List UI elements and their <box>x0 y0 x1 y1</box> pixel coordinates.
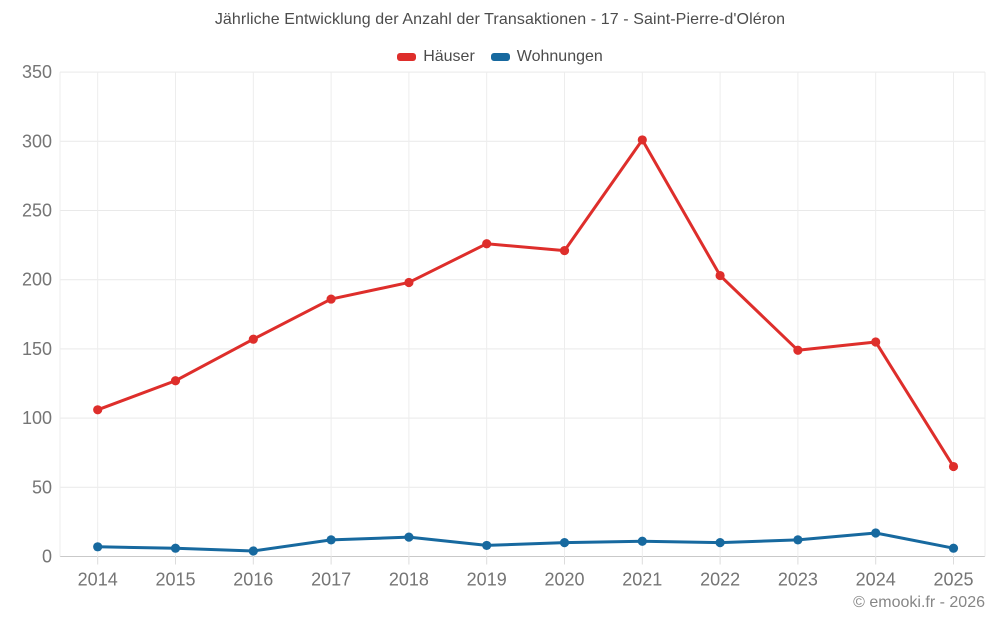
wohnungen-data-point <box>948 543 959 553</box>
wohnungen-data-point <box>715 538 725 548</box>
y-axis-tick-label: 350 <box>22 62 52 82</box>
y-axis-tick-label: 50 <box>32 477 52 497</box>
wohnungen-data-point <box>404 532 414 542</box>
legend-swatch-wohnungen <box>490 53 510 61</box>
hauser-data-point <box>793 345 803 355</box>
x-axis-tick-label: 2018 <box>389 570 429 590</box>
y-axis-tick-label: 0 <box>42 547 52 567</box>
wohnungen-data-point <box>482 540 492 551</box>
y-axis-tick-label: 300 <box>22 131 52 151</box>
wohnungen-data-point <box>793 535 803 545</box>
x-axis-tick-label: 2016 <box>233 570 273 590</box>
wohnungen-line <box>96 531 955 553</box>
y-axis-tick-label: 250 <box>22 201 52 221</box>
legend-label-hauser: Häuser <box>423 48 475 65</box>
wohnungen-data-point <box>326 535 336 545</box>
hauser-data-point <box>326 294 336 304</box>
hauser-data-point <box>948 461 959 472</box>
x-axis-tick-label: 2014 <box>78 570 118 590</box>
legend-swatch-hauser <box>397 53 417 61</box>
x-axis-tick-label: 2022 <box>700 570 740 590</box>
x-axis-tick-label: 2025 <box>933 570 973 590</box>
wohnungen-data-point <box>871 528 881 538</box>
wohnungen-data-point <box>93 542 103 552</box>
hauser-data-point <box>637 135 647 145</box>
x-axis-tick-label: 2020 <box>544 570 584 590</box>
x-axis-tick-label: 2023 <box>778 570 818 590</box>
x-axis-tick-label: 2024 <box>856 570 896 590</box>
hauser-data-point <box>404 277 414 288</box>
wohnungen-data-point <box>170 543 181 553</box>
wohnungen-data-point <box>559 538 570 548</box>
chart-title: Jährliche Entwicklung der Anzahl der Tra… <box>214 11 786 28</box>
hauser-data-point <box>93 405 103 415</box>
x-axis-tick-label: 2017 <box>311 570 351 590</box>
x-axis-tick-label: 2019 <box>467 570 507 590</box>
legend-item-hauser[interactable]: Häuser <box>397 48 475 66</box>
hauser-data-point <box>871 337 881 347</box>
y-axis-tick-label: 150 <box>22 339 52 359</box>
y-axis-tick-label: 200 <box>22 270 52 290</box>
hauser-data-point <box>559 246 570 256</box>
legend: Häuser Wohnungen <box>0 48 1000 66</box>
hauser-data-point <box>482 239 492 249</box>
hauser-data-point <box>248 334 258 344</box>
hauser-data-point <box>715 270 725 281</box>
copyright-text: © emooki.fr - 2026 <box>853 594 985 611</box>
x-axis-tick-label: 2015 <box>155 570 195 590</box>
legend-label-wohnungen: Wohnungen <box>516 48 603 65</box>
hauser-data-point <box>170 376 181 386</box>
wohnungen-data-point <box>637 536 647 546</box>
y-axis-tick-label: 100 <box>22 408 52 428</box>
x-axis-tick-label: 2021 <box>622 570 662 590</box>
wohnungen-data-point <box>248 546 258 556</box>
hauser-line <box>96 138 955 469</box>
legend-item-wohnungen[interactable]: Wohnungen <box>490 48 603 66</box>
